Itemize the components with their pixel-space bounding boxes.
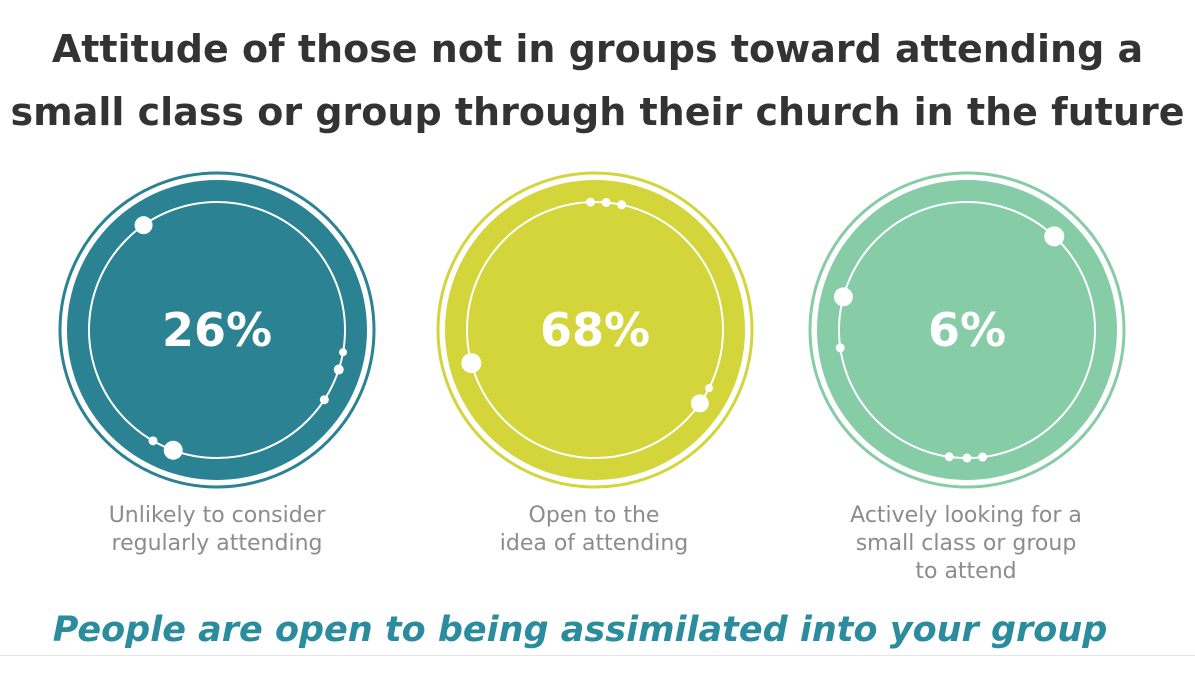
value-label-actively-looking: 6% (928, 303, 1006, 357)
circle-dot-unlikely-0 (134, 216, 153, 235)
circle-dot-unlikely-2 (333, 364, 344, 375)
value-label-unlikely: 26% (162, 303, 272, 357)
circle-dot-unlikely-5 (148, 436, 158, 446)
value-label-open: 68% (540, 303, 650, 357)
circle-dot-actively-looking-0 (1044, 226, 1065, 247)
chart-title-line-1: Attitude of those not in groups toward a… (51, 27, 1144, 71)
caption-open-line-2: idea of attending (499, 531, 689, 556)
circle-dot-open-0 (586, 197, 596, 207)
circle-dot-open-4 (690, 394, 709, 413)
caption-actively-looking: Actively looking for a small class or gr… (806, 502, 1126, 586)
caption-unlikely-line-1: Unlikely to consider (108, 503, 326, 528)
circle-dot-unlikely-1 (339, 348, 348, 357)
circle-dot-open-5 (705, 384, 714, 393)
circle-dot-actively-looking-4 (962, 453, 972, 463)
circle-dot-unlikely-3 (319, 395, 329, 405)
circle-dot-open-1 (601, 197, 611, 207)
circle-fill-open (445, 180, 745, 480)
chart-title-line-2: small class or group through their churc… (10, 90, 1185, 134)
tagline: People are open to being assimilated int… (52, 610, 1108, 650)
circle-dot-actively-looking-2 (835, 343, 845, 353)
caption-actively-looking-line-2: small class or group (855, 531, 1077, 556)
circle-inner-ring-unlikely (88, 201, 346, 459)
divider (0, 655, 1195, 656)
circle-dot-actively-looking-5 (978, 452, 988, 462)
circle-fill-actively-looking (817, 180, 1117, 480)
circle-dot-open-2 (617, 200, 627, 210)
caption-unlikely: Unlikely to consider regularly attending (57, 502, 377, 558)
caption-open-line-1: Open to the (528, 503, 660, 528)
chart-circles: 26% 68% 6% (58, 171, 1126, 489)
circle-dot-actively-looking-3 (944, 452, 954, 462)
chart-title: Attitude of those not in groups toward a… (0, 18, 1195, 144)
caption-open: Open to the idea of attending (434, 502, 754, 558)
caption-unlikely-line-2: regularly attending (111, 531, 323, 556)
circle-fill-unlikely (67, 180, 367, 480)
caption-actively-looking-line-3: to attend (915, 559, 1017, 584)
circle-dot-actively-looking-1 (833, 287, 853, 307)
circle-dot-open-3 (461, 353, 482, 374)
circle-dot-unlikely-4 (163, 440, 183, 460)
caption-actively-looking-line-1: Actively looking for a (850, 503, 1082, 528)
